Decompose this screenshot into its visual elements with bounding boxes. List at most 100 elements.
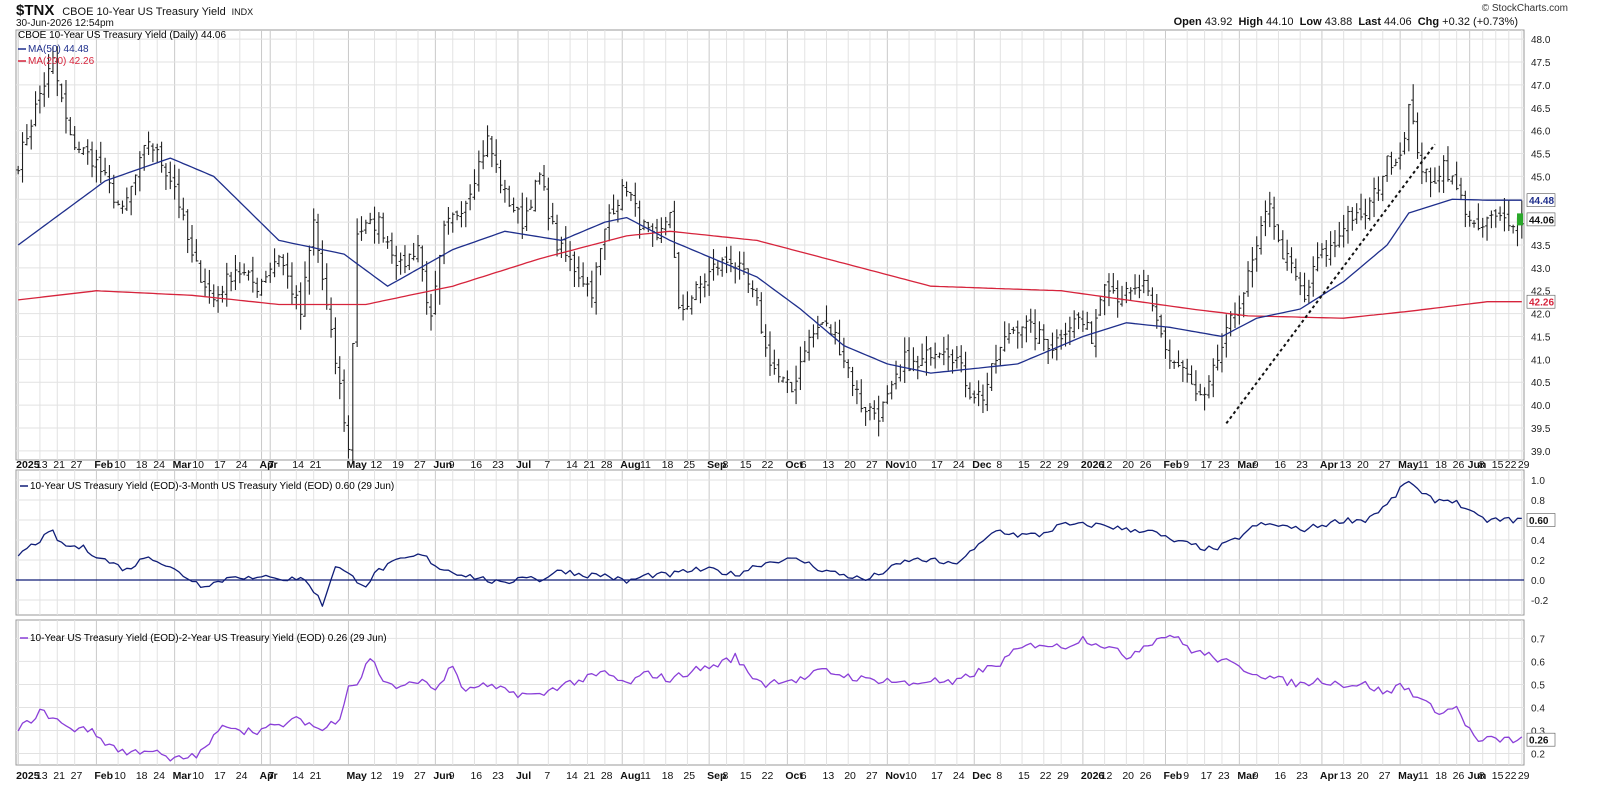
axis-labels: 20252025131321212727FebFeb101018182424Ma… (16, 35, 1556, 782)
ohlc-bar (1454, 161, 1459, 191)
chg-value: +0.32 (+0.73%) (1442, 16, 1518, 28)
ohlc-bar (620, 179, 625, 211)
ohlc-bar (1141, 269, 1146, 294)
ohlc-bar (289, 262, 294, 306)
ma50-line (17, 157, 1522, 374)
ohlc-bar (785, 370, 790, 394)
ohlc-bar (863, 406, 868, 426)
ohlc-bar (385, 236, 390, 249)
ohlc-bar (867, 403, 872, 421)
ohlc-bar (1267, 191, 1272, 228)
x-tick-label: Mar (1237, 770, 1256, 782)
ohlc-bar (646, 221, 651, 233)
y-tick-label: 0.5 (1531, 680, 1545, 691)
last-value: 44.06 (1384, 16, 1412, 28)
x-tick-label: Jul (516, 770, 531, 782)
ohlc-bar (598, 248, 603, 276)
x-tick-label: 12 (1101, 459, 1113, 471)
x-tick-label: 22 (762, 770, 774, 782)
ohlc-bar (29, 119, 34, 150)
ohlc-bar (337, 356, 342, 400)
ohlc-bar (298, 282, 303, 330)
ohlc-bar (1033, 309, 1038, 351)
low-label: Low (1299, 16, 1322, 28)
x-tick-label: 27 (71, 459, 83, 471)
ohlc-bar (876, 395, 881, 437)
x-tick-label: 26 (1140, 459, 1152, 471)
ohlc-bar (628, 191, 633, 202)
ohlc-bar (1206, 375, 1211, 399)
x-tick-label: 8 (723, 459, 729, 471)
ohlc-bar (185, 209, 190, 254)
x-tick-label: 15 (1018, 770, 1030, 782)
ohlc-bar (442, 220, 447, 265)
ohlc-bar (746, 268, 751, 294)
ohlc-bar (494, 139, 499, 173)
x-tick-label: 2025 (16, 770, 40, 782)
ohlc-bar (150, 143, 155, 163)
x-tick-label: 7 (268, 459, 274, 471)
ohlc-bar (1198, 383, 1203, 396)
ohlc-bar (1285, 239, 1290, 271)
ohlc-bar (1298, 272, 1303, 296)
ohlc-bar (272, 248, 277, 278)
ohlc-bar (694, 281, 699, 301)
x-tick-label: 13 (822, 459, 834, 471)
ohlc-bar (854, 380, 859, 405)
x-tick-label: Apr (260, 459, 278, 471)
ohlc-bar (720, 257, 725, 277)
ohlc-bar (698, 275, 703, 304)
x-tick-label: 21 (310, 770, 322, 782)
ohlc-bar (450, 212, 455, 233)
x-tick-label: Jun (1468, 459, 1487, 471)
y-tick-label: 45.0 (1531, 172, 1551, 183)
ohlc-bar (728, 245, 733, 273)
y-tick-label: 41.0 (1531, 355, 1551, 366)
y-tick-label: 46.5 (1531, 104, 1551, 115)
x-tick-label: 9 (1183, 459, 1189, 471)
ohlc-bar (737, 251, 742, 280)
ohlc-bar (246, 270, 251, 281)
y-tick-label: 39.5 (1531, 424, 1551, 435)
ohlc-bar (1367, 197, 1372, 221)
y-tick-label: 0.3 (1531, 726, 1545, 737)
x-tick-label: Jun (1468, 770, 1487, 782)
ohlc-bar (550, 202, 555, 225)
ohlc-bar (1011, 326, 1016, 334)
x-tick-label: 20 (1357, 459, 1369, 471)
high-label: High (1238, 16, 1263, 28)
ohlc-bar (781, 376, 786, 383)
ohlc-bar (572, 251, 577, 287)
ohlc-bar (1015, 320, 1020, 349)
legend-main: CBOE 10-Year US Treasury Yield (Daily) 4… (18, 30, 226, 41)
ohlc-bar (63, 79, 68, 134)
legend-ma50: MA(50) 44.48 (28, 44, 89, 55)
ohlc-bar (1402, 132, 1407, 155)
ohlc-bar (250, 256, 255, 293)
ohlc-bar (633, 182, 638, 217)
x-tick-label: Jun (433, 770, 452, 782)
ohlc-bar (1250, 247, 1255, 288)
ohlc-bar (268, 262, 273, 283)
ohlc-bar (398, 252, 403, 275)
x-tick-label: 20 (1357, 770, 1369, 782)
ohlc-bar (963, 351, 968, 398)
ohlc-bar (33, 91, 38, 127)
ohlc-bar (1432, 167, 1437, 184)
ohlc-bar (1067, 316, 1072, 346)
ohlc-bar (146, 131, 151, 155)
ohlc-bar (1263, 200, 1268, 237)
ohlc-bar (411, 242, 416, 261)
ohlc-bar (724, 246, 729, 274)
ohlc-bar (489, 135, 494, 168)
x-tick-label: 29 (1057, 770, 1069, 782)
x-tick-label: 13 (1340, 770, 1352, 782)
spread-3m-line (17, 480, 1522, 607)
x-tick-label: 14 (292, 770, 304, 782)
x-tick-label: 27 (414, 770, 426, 782)
ohlc-bar (1193, 370, 1198, 402)
last-ma50-label-box (1526, 193, 1556, 207)
ohlc-bar (607, 204, 612, 242)
ohlc-bar (802, 341, 807, 363)
